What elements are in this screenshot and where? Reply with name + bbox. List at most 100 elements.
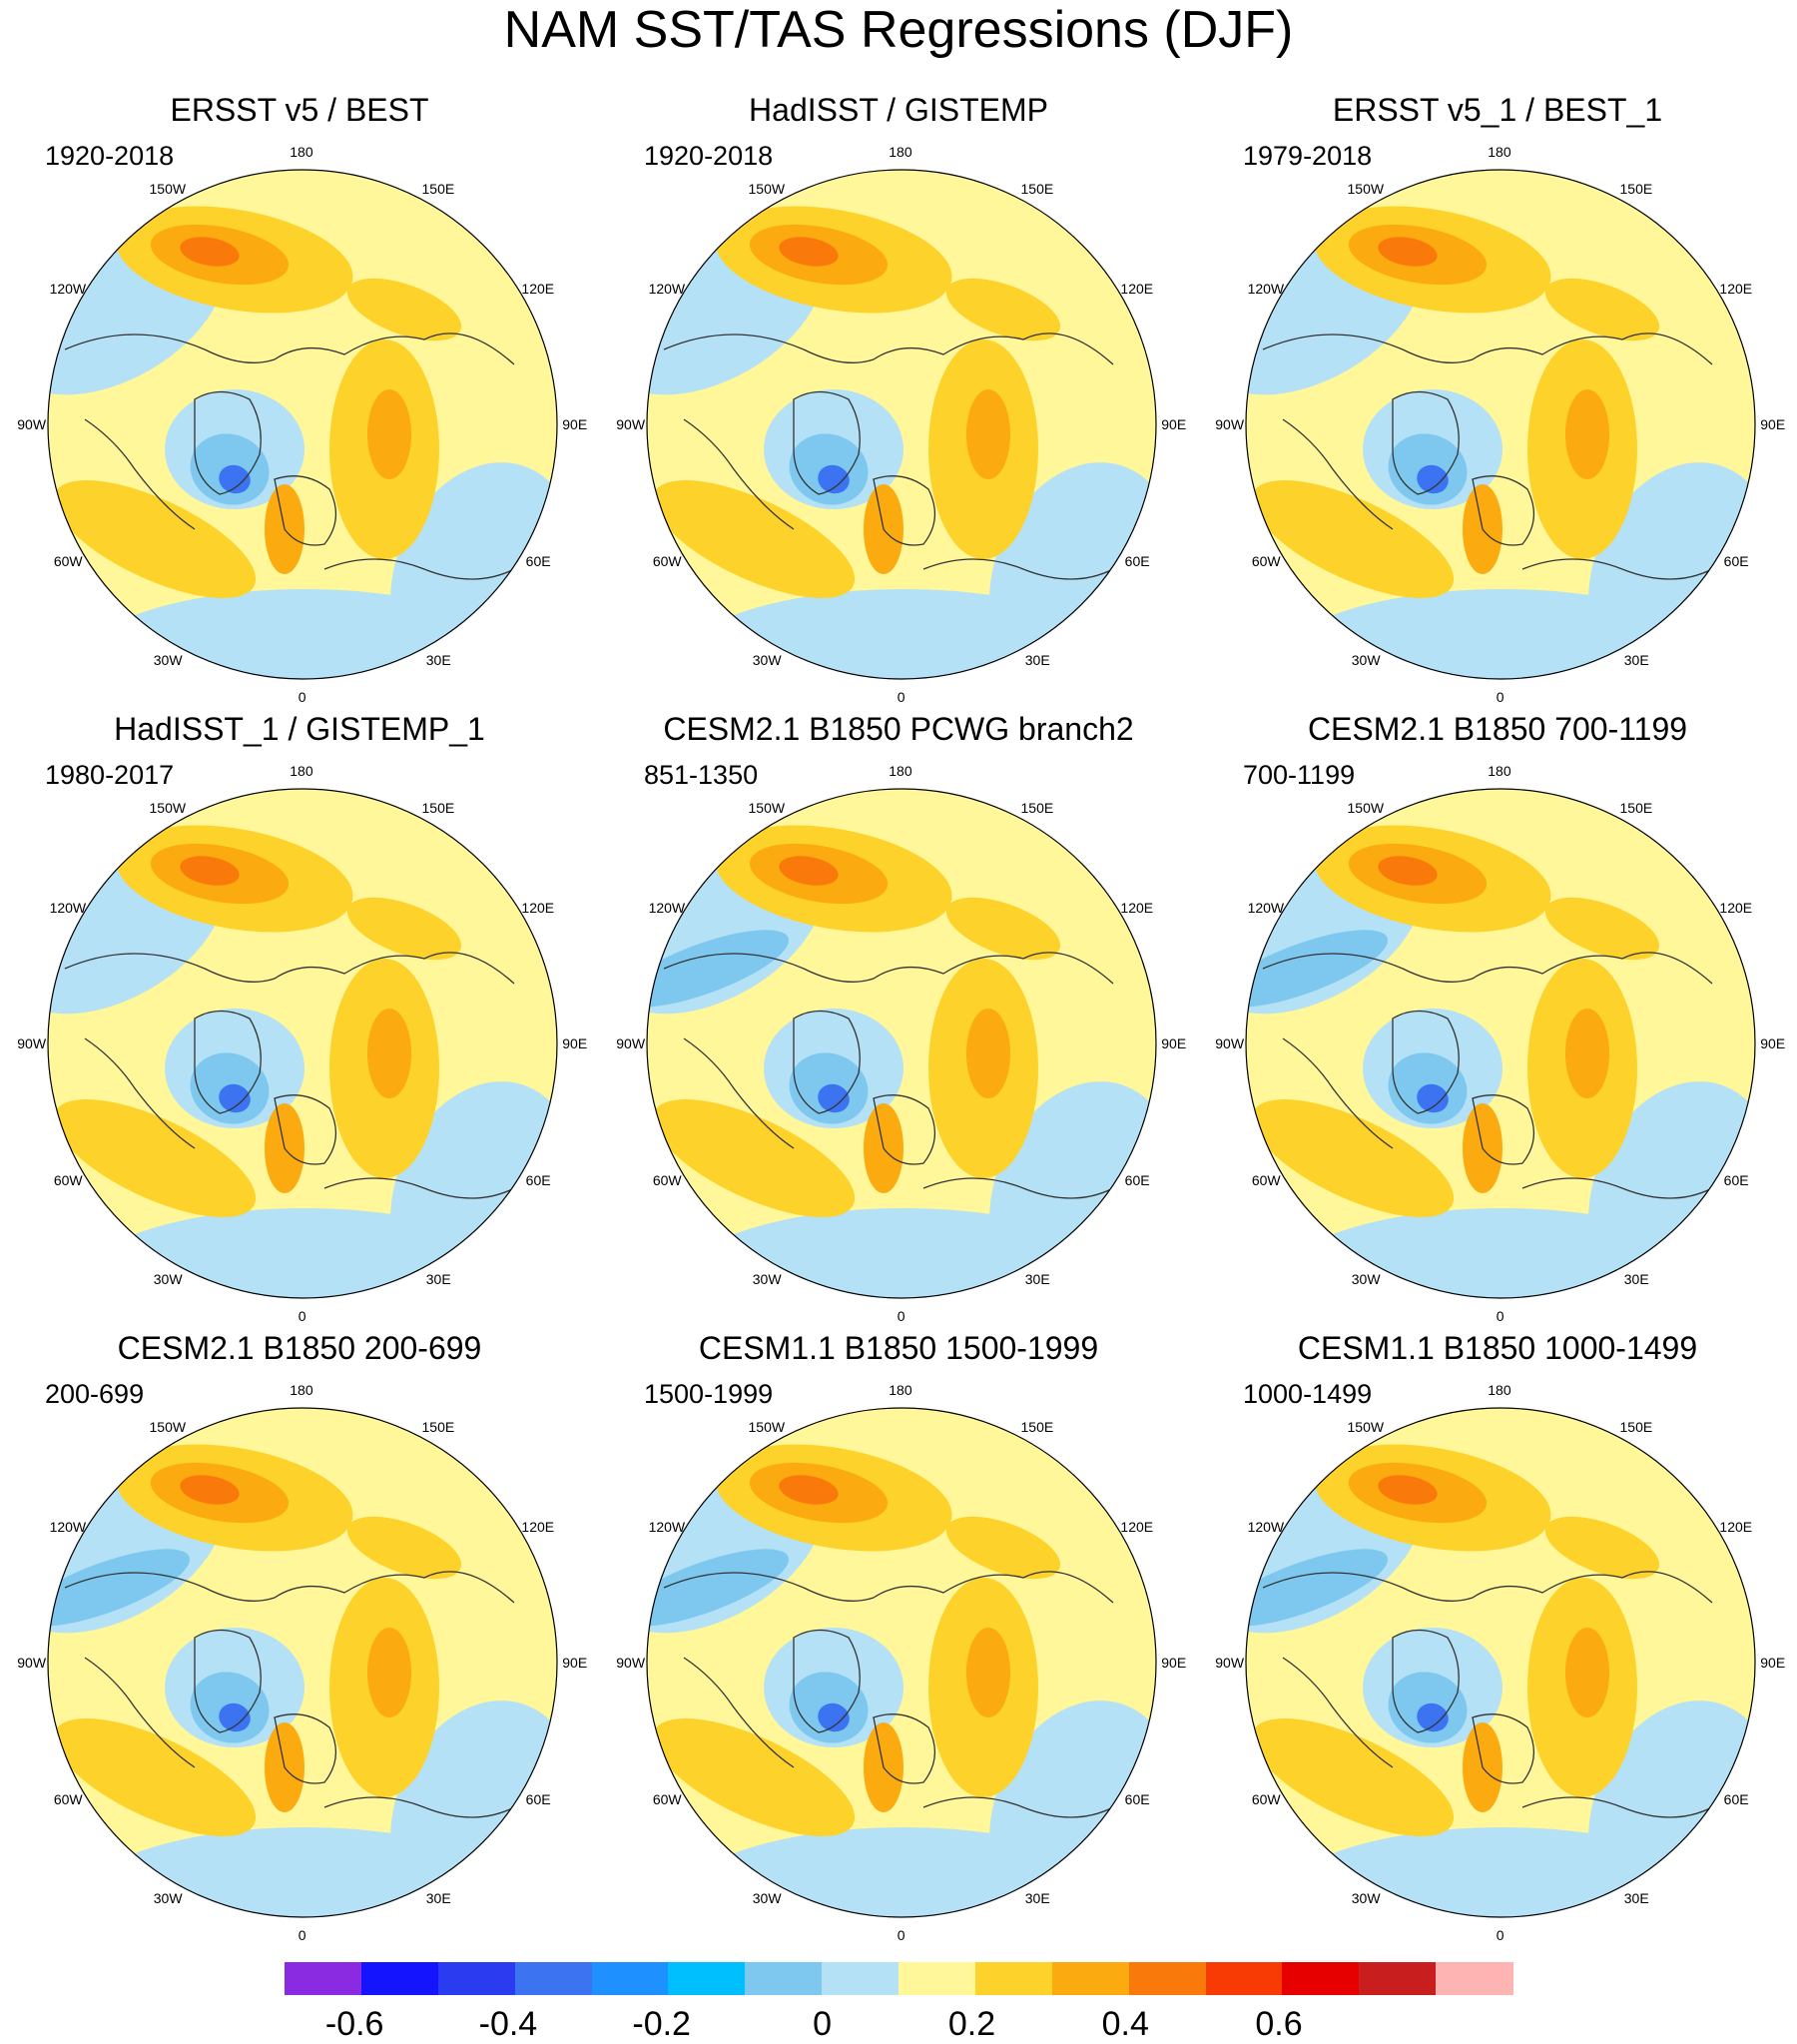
siberia-warm-region <box>945 897 1061 961</box>
coastline <box>274 1713 336 1784</box>
map-border <box>646 1407 1157 1918</box>
siberia-warm-region <box>945 278 1061 341</box>
longitude-label: 150E <box>1020 1418 1054 1435</box>
longitude-label: 120W <box>49 899 87 916</box>
panel-period: 851-1350 <box>644 760 759 790</box>
longitude-label: 180 <box>1488 144 1511 160</box>
coastline <box>1282 1037 1394 1149</box>
longitude-label: 30E <box>425 1271 451 1288</box>
longitude-label: 90E <box>1161 1655 1187 1671</box>
coastline <box>323 558 515 580</box>
panel-title: ERSST v5_1 / BEST_1 <box>1332 92 1663 128</box>
longitude-label: 150E <box>421 799 455 816</box>
panel-period: 1979-2018 <box>1243 141 1373 171</box>
longitude-label: 0 <box>1496 689 1504 705</box>
atlantic-warm-band <box>1251 1099 1455 1217</box>
coastline <box>1472 1094 1534 1165</box>
polar-map: 180 150E 120E 90E 60E 30E 0 30W 60W 90W 120W 150W <box>616 763 1186 1328</box>
longitude-label: 120E <box>1719 899 1753 916</box>
colorbar-label: -0.4 <box>478 2005 538 2043</box>
map-border <box>47 788 558 1299</box>
longitude-label: 90E <box>1760 1035 1786 1051</box>
colorbar-box <box>360 1962 439 1995</box>
longitude-label: 90W <box>616 1035 646 1051</box>
longitude-label: 60E <box>1124 552 1150 569</box>
greenland-cool-center <box>1417 1703 1449 1732</box>
map-border <box>47 1407 558 1918</box>
longitude-label: 60E <box>1723 1790 1749 1807</box>
longitude-label: 180 <box>889 763 912 779</box>
polar-map: 180 150E 120E 90E 60E 30E 0 30W 60W 90W 120W 150W <box>17 144 587 709</box>
siberia-warm-region <box>945 1516 1061 1580</box>
longitude-label: 30E <box>1024 1271 1050 1288</box>
longitude-label: 0 <box>298 689 306 705</box>
longitude-label: 90W <box>616 1655 646 1671</box>
longitude-label: 150W <box>748 180 786 197</box>
coastline <box>683 418 795 530</box>
colorbar-box <box>668 1962 746 1995</box>
longitude-label: 90W <box>616 416 646 432</box>
coastline <box>1472 1713 1534 1784</box>
panel-title: CESM2.1 B1850 PCWG branch2 <box>663 711 1134 747</box>
longitude-label: 120E <box>1120 1518 1154 1535</box>
longitude-label: 90E <box>1760 416 1786 432</box>
coastline <box>663 1571 1114 1604</box>
coastline <box>1521 558 1713 580</box>
longitude-label: 30W <box>1351 1271 1381 1288</box>
polar-projection-map <box>646 788 1157 1299</box>
coastline <box>84 1657 196 1768</box>
longitude-label: 60W <box>1251 552 1281 569</box>
coastline <box>194 1010 262 1114</box>
polar-projection-map <box>646 1407 1157 1918</box>
coastline <box>1282 1657 1394 1768</box>
longitude-label: 30W <box>153 652 183 669</box>
atlantic-warm-band <box>652 1718 856 1836</box>
longitude-label: 30E <box>425 652 451 669</box>
panel-period: 1980-2017 <box>45 760 175 790</box>
polar-map: 180 150E 120E 90E 60E 30E 0 30W 60W 90W 120W 150W <box>1215 144 1785 709</box>
greenland-cool-center <box>818 1703 850 1732</box>
coastline <box>1521 1796 1713 1818</box>
longitude-label: 90E <box>1760 1655 1786 1671</box>
longitude-label: 90E <box>562 416 588 432</box>
coastline <box>683 1037 795 1149</box>
eurasia-warm-core <box>966 389 1010 479</box>
coastline <box>64 1571 515 1604</box>
longitude-label: 90W <box>1215 1035 1245 1051</box>
longitude-label: 180 <box>1488 763 1511 779</box>
panel-period: 1920-2018 <box>45 141 175 171</box>
longitude-label: 0 <box>897 1927 905 1943</box>
siberia-warm-region <box>346 1516 462 1580</box>
polar-map: 180 150E 120E 90E 60E 30E 0 30W 60W 90W 120W 150W <box>1215 1382 1785 1947</box>
longitude-label: 90W <box>1215 1655 1245 1671</box>
longitude-label: 30W <box>1351 652 1381 669</box>
pacific-cool-band <box>1246 1549 1389 1627</box>
longitude-label: 0 <box>897 1308 905 1324</box>
longitude-label: 90E <box>562 1655 588 1671</box>
longitude-label: 60E <box>1723 552 1749 569</box>
colorbar-box <box>591 1962 669 1995</box>
coastline <box>873 475 935 546</box>
polar-map: 180 150E 120E 90E 60E 30E 0 30W 60W 90W 120W 150W <box>1215 763 1785 1328</box>
panel-title: HadISST_1 / GISTEMP_1 <box>114 711 485 747</box>
coastline <box>1392 1010 1460 1114</box>
siberia-warm-region <box>1544 897 1660 961</box>
longitude-label: 120E <box>521 1518 555 1535</box>
longitude-label: 60E <box>525 1790 551 1807</box>
longitude-label: 30E <box>425 1890 451 1907</box>
colorbar-label: 0.2 <box>947 2005 996 2043</box>
longitude-label: 0 <box>897 689 905 705</box>
map-border <box>1245 788 1756 1299</box>
pacific-cool-band <box>647 930 790 1008</box>
longitude-label: 30E <box>1623 1271 1649 1288</box>
colorbar-box <box>1128 1962 1206 1995</box>
longitude-label: 120E <box>1120 280 1154 297</box>
eurasia-warm-core <box>966 1009 1010 1098</box>
panel-title: CESM1.1 B1850 1500-1999 <box>698 1330 1099 1366</box>
coastline <box>1262 333 1713 365</box>
polar-map: 180 150E 120E 90E 60E 30E 0 30W 60W 90W 120W 150W <box>616 144 1186 709</box>
longitude-label: 180 <box>1488 1382 1511 1398</box>
atlantic-warm-band <box>53 1099 257 1217</box>
panel-period: 700-1199 <box>1243 760 1356 790</box>
panel-title: CESM1.1 B1850 1000-1499 <box>1297 1330 1698 1366</box>
